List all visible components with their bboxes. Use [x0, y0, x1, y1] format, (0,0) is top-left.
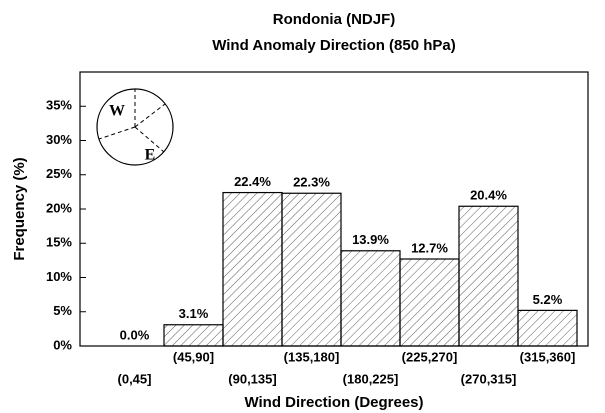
inset-label: E — [145, 147, 156, 164]
y-tick-label: 15% — [46, 235, 72, 250]
inset-compass — [96, 88, 174, 166]
value-label: 20.4% — [470, 188, 507, 203]
bar — [399, 258, 460, 347]
bar — [163, 324, 224, 347]
y-tick-label: 10% — [46, 269, 72, 284]
value-label: 0.0% — [120, 327, 150, 342]
bar — [222, 191, 283, 347]
y-axis-label: Frequency (%) — [11, 157, 28, 260]
bar — [458, 205, 519, 347]
chart-subtitle: Wind Anomaly Direction (850 hPa) — [212, 37, 456, 54]
value-label: 12.7% — [411, 240, 448, 255]
bar — [517, 309, 578, 347]
x-tick-label: (225,270] — [402, 349, 458, 364]
x-tick-label: (135,180] — [284, 349, 340, 364]
bar — [281, 192, 342, 347]
value-label: 5.2% — [533, 292, 563, 307]
y-tick-label: 25% — [46, 166, 72, 181]
y-tick-label: 20% — [46, 200, 72, 215]
inset-label: W — [109, 103, 125, 120]
y-tick-label: 5% — [53, 303, 72, 318]
x-tick-label: (270,315] — [461, 371, 517, 386]
value-label: 3.1% — [179, 306, 209, 321]
value-label: 22.4% — [234, 174, 271, 189]
y-tick-label: 30% — [46, 132, 72, 147]
chart-title: Rondonia (NDJF) — [273, 11, 395, 28]
y-tick-label: 35% — [46, 98, 72, 113]
x-axis-label: Wind Direction (Degrees) — [244, 394, 423, 411]
x-tick-label: (315,360] — [520, 349, 576, 364]
x-tick-label: (90,135] — [228, 371, 276, 386]
y-tick-label: 0% — [53, 337, 72, 352]
bar — [340, 250, 401, 347]
x-tick-label: (180,225] — [343, 371, 399, 386]
value-label: 22.3% — [293, 175, 330, 190]
x-tick-label: (0,45] — [118, 371, 152, 386]
value-label: 13.9% — [352, 232, 389, 247]
x-tick-label: (45,90] — [173, 349, 214, 364]
